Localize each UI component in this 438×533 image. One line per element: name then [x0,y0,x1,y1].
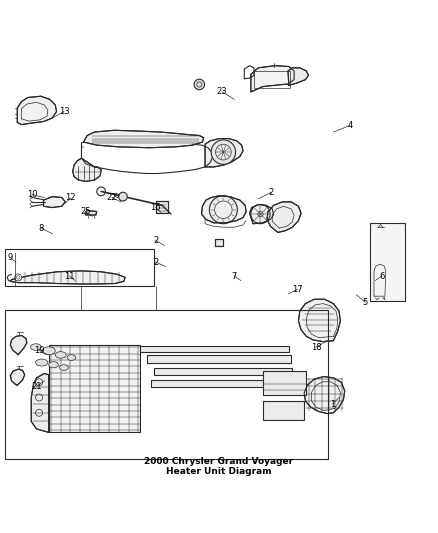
Text: 11: 11 [64,272,75,280]
Bar [263,400,304,420]
Text: 12: 12 [65,193,76,203]
Circle shape [194,79,205,90]
Polygon shape [84,130,204,148]
Bar [254,71,290,88]
Text: 1: 1 [330,400,335,408]
Polygon shape [155,201,168,213]
Text: 18: 18 [311,343,321,352]
Text: 16: 16 [150,203,161,212]
Text: 10: 10 [27,190,37,199]
Ellipse shape [30,344,41,350]
Text: 22: 22 [107,193,117,202]
Polygon shape [11,335,27,354]
Text: 7: 7 [232,272,237,280]
Ellipse shape [67,354,76,360]
Text: 23: 23 [217,87,227,96]
Circle shape [14,274,21,281]
Polygon shape [73,158,101,181]
Text: 13: 13 [59,107,69,116]
Polygon shape [201,196,246,223]
Polygon shape [250,205,274,224]
Polygon shape [17,96,57,125]
Text: 19: 19 [34,346,44,355]
Text: 2000 Chrysler Grand Voyager
Heater Unit Diagram: 2000 Chrysler Grand Voyager Heater Unit … [145,457,293,476]
Circle shape [211,140,236,164]
Text: 8: 8 [39,223,44,232]
Text: 25: 25 [81,207,91,216]
Bar [263,372,306,395]
Text: 6: 6 [379,272,385,280]
Polygon shape [205,139,243,167]
Bar [49,345,141,432]
Bar [141,346,289,352]
Text: 2: 2 [269,188,274,197]
Ellipse shape [55,352,66,358]
Text: 2: 2 [153,236,158,245]
Bar [370,223,405,302]
Bar [5,310,328,458]
Text: 17: 17 [292,285,303,294]
Circle shape [119,192,127,201]
Polygon shape [298,299,340,342]
Polygon shape [304,376,345,414]
Polygon shape [11,369,25,385]
Text: 2: 2 [153,257,158,266]
Bar [5,249,153,286]
Text: 9: 9 [8,253,13,262]
Polygon shape [43,197,65,207]
Polygon shape [215,239,223,246]
Polygon shape [85,211,97,215]
Bar [153,368,292,375]
Text: 4: 4 [347,121,353,130]
Text: 21: 21 [31,382,42,391]
Polygon shape [31,374,49,432]
Ellipse shape [35,359,48,366]
Polygon shape [267,202,301,232]
Polygon shape [251,66,294,92]
Polygon shape [288,68,308,85]
Text: 5: 5 [363,298,368,307]
Ellipse shape [49,362,58,368]
Bar [147,354,291,362]
Polygon shape [11,271,125,284]
Ellipse shape [60,365,68,370]
Ellipse shape [42,347,55,354]
Bar [151,380,292,386]
